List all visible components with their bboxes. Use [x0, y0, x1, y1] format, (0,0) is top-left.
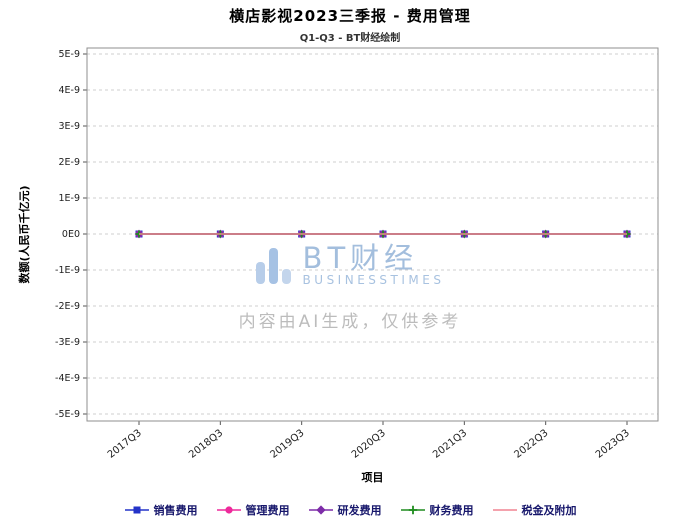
legend-marker-icon [492, 509, 517, 511]
svg-text:2022Q3: 2022Q3 [512, 428, 550, 461]
svg-text:2020Q3: 2020Q3 [350, 428, 388, 461]
legend-item-销售费用[interactable]: 销售费用 [124, 502, 198, 518]
svg-text:2E-9: 2E-9 [58, 157, 80, 168]
svg-text:-1E-9: -1E-9 [55, 265, 80, 276]
legend-label: 财务费用 [429, 504, 474, 517]
legend-label: 研发费用 [337, 504, 382, 517]
svg-text:-4E-9: -4E-9 [55, 373, 80, 384]
svg-text:2019Q3: 2019Q3 [268, 428, 306, 461]
svg-text:-2E-9: -2E-9 [55, 301, 80, 312]
svg-text:-3E-9: -3E-9 [55, 337, 80, 348]
svg-text:2018Q3: 2018Q3 [187, 428, 225, 461]
legend-marker-icon [400, 505, 425, 515]
legend-marker-icon [216, 506, 241, 514]
legend-item-管理费用[interactable]: 管理费用 [216, 502, 290, 518]
legend-item-税金及附加[interactable]: 税金及附加 [492, 502, 577, 518]
svg-text:4E-9: 4E-9 [58, 85, 80, 96]
svg-text:-5E-9: -5E-9 [55, 409, 80, 420]
legend-marker-icon [308, 505, 333, 515]
legend-label: 销售费用 [153, 504, 198, 517]
legend-item-研发费用[interactable]: 研发费用 [308, 502, 382, 518]
svg-text:2023Q3: 2023Q3 [594, 428, 632, 461]
svg-text:0E0: 0E0 [62, 229, 80, 240]
legend-item-财务费用[interactable]: 财务费用 [400, 502, 474, 518]
svg-text:5E-9: 5E-9 [58, 49, 80, 60]
chart-subtitle: Q1-Q3 - BT财经绘制 [299, 33, 401, 44]
svg-text:数额(人民币千亿元): 数额(人民币千亿元) [17, 185, 31, 283]
legend-marker-icon [124, 506, 149, 514]
legend-label: 税金及附加 [521, 504, 577, 517]
legend-label: 管理费用 [245, 504, 290, 517]
svg-text:3E-9: 3E-9 [58, 121, 80, 132]
svg-text:2021Q3: 2021Q3 [431, 428, 469, 461]
svg-text:2017Q3: 2017Q3 [106, 428, 144, 461]
svg-text:1E-9: 1E-9 [58, 193, 80, 204]
chart-legend: 销售费用 管理费用 研发费用 财务费用 税金及附加 [0, 502, 700, 518]
svg-text:项目: 项目 [362, 471, 384, 484]
chart-title: 横店影视2023三季报 - 费用管理 [229, 7, 471, 25]
